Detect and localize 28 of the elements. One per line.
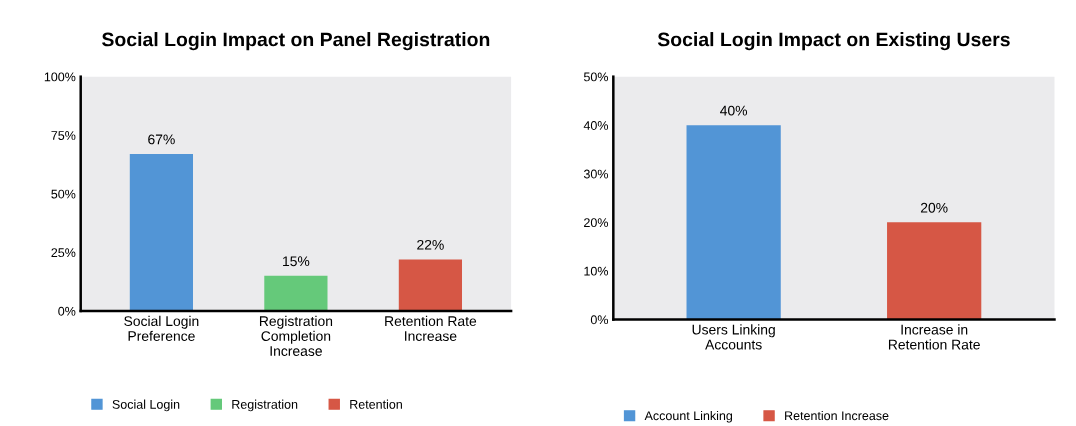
y-tick-label: 50%: [51, 189, 76, 199]
legend-label: Account Linking: [644, 410, 733, 423]
x-tick-label: Retention Rate Increase: [385, 315, 477, 341]
x-tick-label: Registration Completion Increase: [259, 315, 333, 356]
x-tick-label: Social Login Preference: [124, 315, 199, 341]
legend-label: Social Login: [112, 399, 180, 412]
data-label: 20%: [920, 202, 948, 213]
x-tick-label: Increase in Retention Rate: [888, 324, 980, 350]
y-tick-label: 0%: [590, 315, 609, 325]
data-label: 40%: [720, 105, 748, 116]
y-tick-label: 40%: [583, 121, 609, 130]
y-tick-label: 25%: [51, 248, 76, 258]
chart-title: Social Login Impact on Panel Registration: [102, 32, 490, 51]
data-label: 15%: [283, 256, 310, 267]
data-label: 22%: [417, 239, 444, 250]
legend-label: Retention: [350, 399, 402, 409]
y-tick-label: 30%: [583, 169, 609, 179]
y-tick-label: 10%: [584, 266, 609, 276]
y-tick-label: 50%: [583, 72, 609, 82]
legend-label: Retention Increase: [785, 410, 889, 421]
data-label: 67%: [148, 134, 175, 145]
y-tick-label: 75%: [51, 131, 76, 140]
y-tick-label: 0%: [58, 306, 76, 316]
x-tick-label: Users Linking Accounts: [692, 324, 775, 350]
y-tick-label: 100%: [44, 72, 76, 82]
chart-title: Social Login Impact on Existing Users: [657, 32, 1010, 51]
legend-label: Registration: [232, 399, 298, 412]
y-tick-label: 20%: [584, 218, 609, 228]
